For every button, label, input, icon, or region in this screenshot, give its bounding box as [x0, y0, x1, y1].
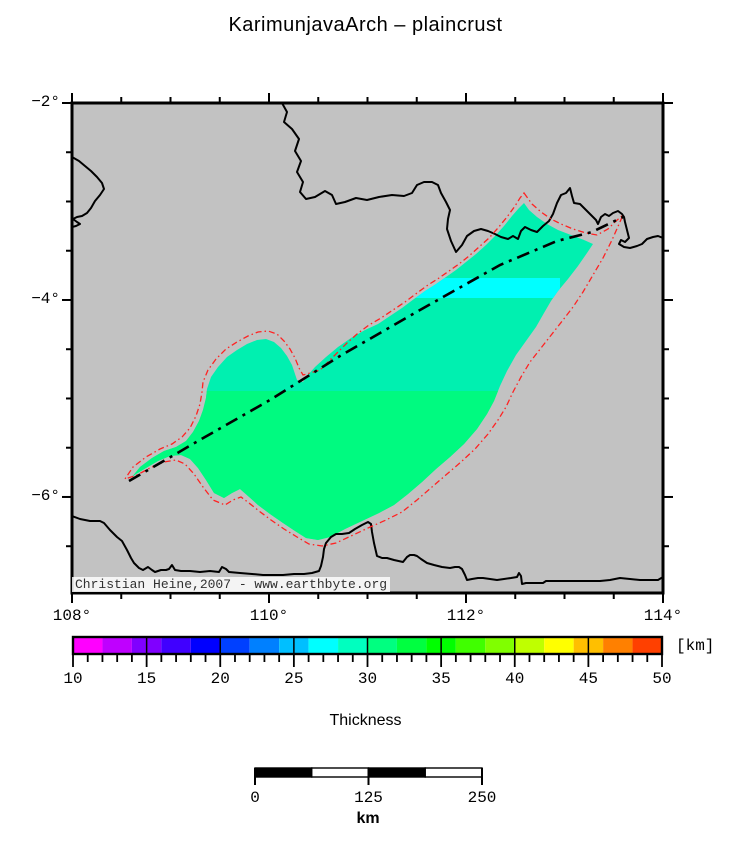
- scalebar-unit-label: km: [356, 810, 380, 827]
- page-title: KarimunjavaArch – plaincrust: [228, 14, 503, 36]
- y-axis-label: −4°: [31, 289, 60, 308]
- profile-dashdot-line: [128, 215, 624, 483]
- colorbar-block: [308, 637, 339, 654]
- colorbar-block: [544, 637, 574, 654]
- x-axis-label: 110°: [249, 607, 289, 625]
- coastline-left-island: [72, 156, 105, 228]
- colorbar-label: 45: [578, 670, 598, 688]
- colorbar-block: [190, 637, 221, 654]
- colorbar-block: [338, 637, 368, 654]
- colorbar-block: [485, 637, 515, 654]
- colorbar-block: [603, 637, 633, 654]
- thickness-zone-cyan: [402, 278, 560, 298]
- y-axis-label: −2°: [31, 93, 60, 111]
- colorbar: [71, 635, 664, 667]
- colorbar-block: [73, 637, 103, 654]
- scalebar-segment: [311, 767, 370, 778]
- x-axis-label: 112°: [446, 607, 486, 625]
- coastline-java: [72, 515, 663, 585]
- region-boundary-outline: [123, 191, 624, 547]
- colorbar-label: 40: [505, 670, 525, 688]
- scalebar-segment: [367, 767, 426, 778]
- colorbar-label: 35: [431, 670, 451, 688]
- x-axis-label: 108°: [52, 607, 92, 625]
- scalebar-segment: [424, 767, 483, 778]
- colorbar-block: [367, 637, 397, 654]
- colorbar-title: Thickness: [329, 712, 402, 729]
- colorbar-label: 20: [210, 670, 230, 688]
- colorbar-label: 15: [137, 670, 157, 688]
- colorbar-label: 10: [63, 670, 83, 688]
- colorbar-block: [514, 637, 545, 654]
- colorbar-block: [249, 637, 280, 654]
- scalebar-label: 0: [250, 789, 260, 807]
- map-canvas: [72, 103, 663, 593]
- colorbar-block: [161, 637, 191, 654]
- coastline-borneo: [281, 103, 663, 253]
- distance-scalebar: [254, 767, 483, 785]
- x-axis-label: 114°: [643, 607, 683, 625]
- colorbar-block: [455, 637, 486, 654]
- colorbar-label: 50: [652, 670, 672, 688]
- colorbar-label: 30: [357, 670, 378, 688]
- colorbar-label: 25: [284, 670, 304, 688]
- colorbar-border: [71, 635, 664, 656]
- scalebar-segment: [254, 767, 313, 778]
- scalebar-label: 125: [354, 789, 383, 807]
- colorbar-block: [396, 637, 427, 654]
- attribution-text: Christian Heine,2007 - www.earthbyte.org: [72, 577, 391, 592]
- colorbar-unit-label: [km]: [676, 637, 715, 655]
- colorbar-block: [102, 637, 132, 654]
- colorbar-block: [632, 637, 662, 654]
- axis-ticks: [62, 93, 673, 603]
- colorbar-block: [220, 637, 250, 654]
- y-axis-label: −6°: [31, 486, 60, 505]
- scalebar-label: 250: [467, 789, 497, 807]
